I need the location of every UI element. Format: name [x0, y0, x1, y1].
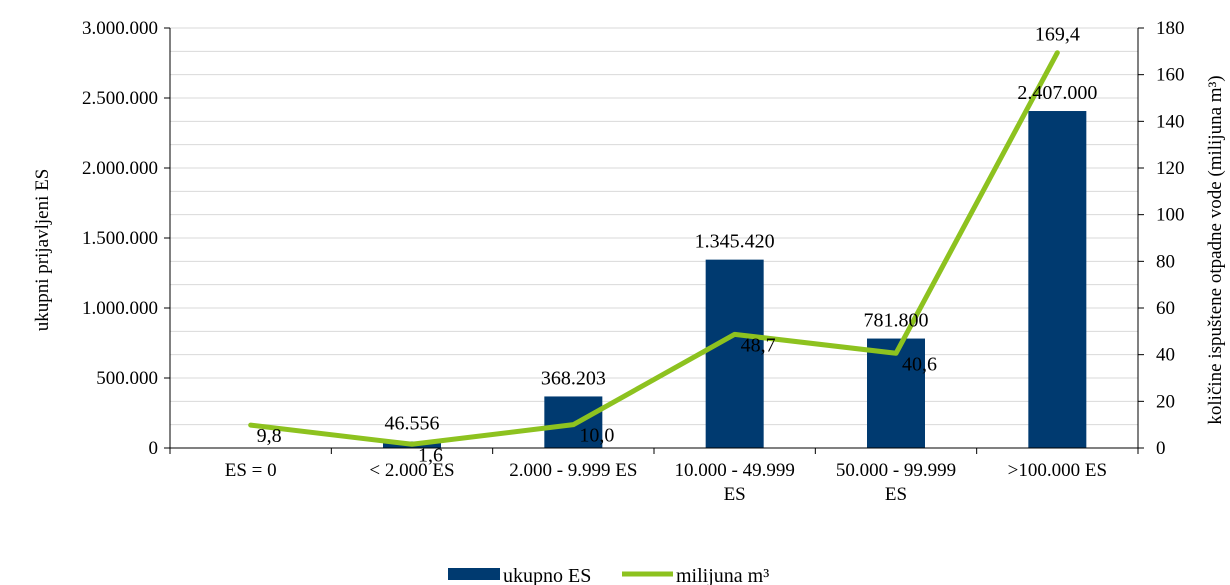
bar-data-label: 2.407.000	[1017, 82, 1097, 104]
legend-bar-swatch	[448, 568, 500, 580]
legend-bar-label: ukupno ES	[503, 565, 591, 585]
data-labels: 46.556 368.203 1.345.420 781.800 2.407.000 9,…	[257, 24, 1098, 467]
y2-tick-label: 40	[1156, 345, 1175, 366]
y2-axis-title: količine ispuštene otpadne vode (milijun…	[1205, 75, 1226, 424]
bar-data-label: 781.800	[864, 310, 929, 332]
y-tick-label: 3.000.000	[82, 18, 158, 39]
bar	[1028, 111, 1087, 449]
legend-line-label: milijuna m³	[676, 565, 769, 585]
line-data-label: 10,0	[579, 425, 614, 447]
y2-tick-label: 0	[1156, 438, 1166, 459]
x-tick-label: < 2.000 ES	[369, 460, 454, 481]
bar-series	[383, 111, 1087, 449]
gridlines	[170, 27, 1138, 426]
bar-data-label: 1.345.420	[695, 231, 775, 253]
x-tick-label: >100.000 ES	[1008, 460, 1107, 481]
legend: ukupno ES milijuna m³	[448, 565, 769, 585]
bar-data-label: 368.203	[541, 367, 606, 389]
y-tick-label: 2.500.000	[82, 88, 158, 109]
y2-tick-label: 100	[1156, 205, 1185, 226]
y-axis-title: ukupni prijavljeni ES	[32, 169, 53, 332]
y-tick-label: 500.000	[96, 368, 158, 389]
x-tick-label: 50.000 - 99.999 ES	[836, 460, 956, 505]
y2-tick-label: 180	[1156, 18, 1185, 39]
bar-data-label: 46.556	[385, 412, 440, 434]
x-tick-label: 2.000 - 9.999 ES	[509, 460, 637, 481]
y2-tick-label: 80	[1156, 251, 1175, 272]
bar	[705, 259, 764, 448]
axes: 0 500.000 1.000.000 1.500.000 2.000.000 2.500…	[82, 18, 1185, 505]
y-tick-label: 2.000.000	[82, 158, 158, 179]
y2-tick-label: 120	[1156, 158, 1185, 179]
y-tick-label: 1.500.000	[82, 228, 158, 249]
line-data-label: 169,4	[1035, 24, 1080, 46]
y2-tick-label: 140	[1156, 111, 1185, 132]
line-series	[248, 50, 1060, 447]
y2-tick-label: 60	[1156, 298, 1175, 319]
line-path	[248, 50, 1060, 447]
y-tick-label: 1.000.000	[82, 298, 158, 319]
line-data-label: 48,7	[741, 334, 776, 356]
x-tick-label: 10.000 - 49.999 ES	[675, 460, 795, 505]
line-data-label: 1,6	[418, 444, 443, 466]
line-data-label: 9,8	[257, 425, 282, 447]
x-tick-label: ES = 0	[225, 460, 277, 481]
y2-tick-label: 160	[1156, 65, 1185, 86]
bar	[867, 338, 925, 448]
y2-tick-label: 20	[1156, 391, 1175, 412]
line-data-label: 40,6	[902, 353, 937, 375]
y-tick-label: 0	[149, 438, 159, 459]
